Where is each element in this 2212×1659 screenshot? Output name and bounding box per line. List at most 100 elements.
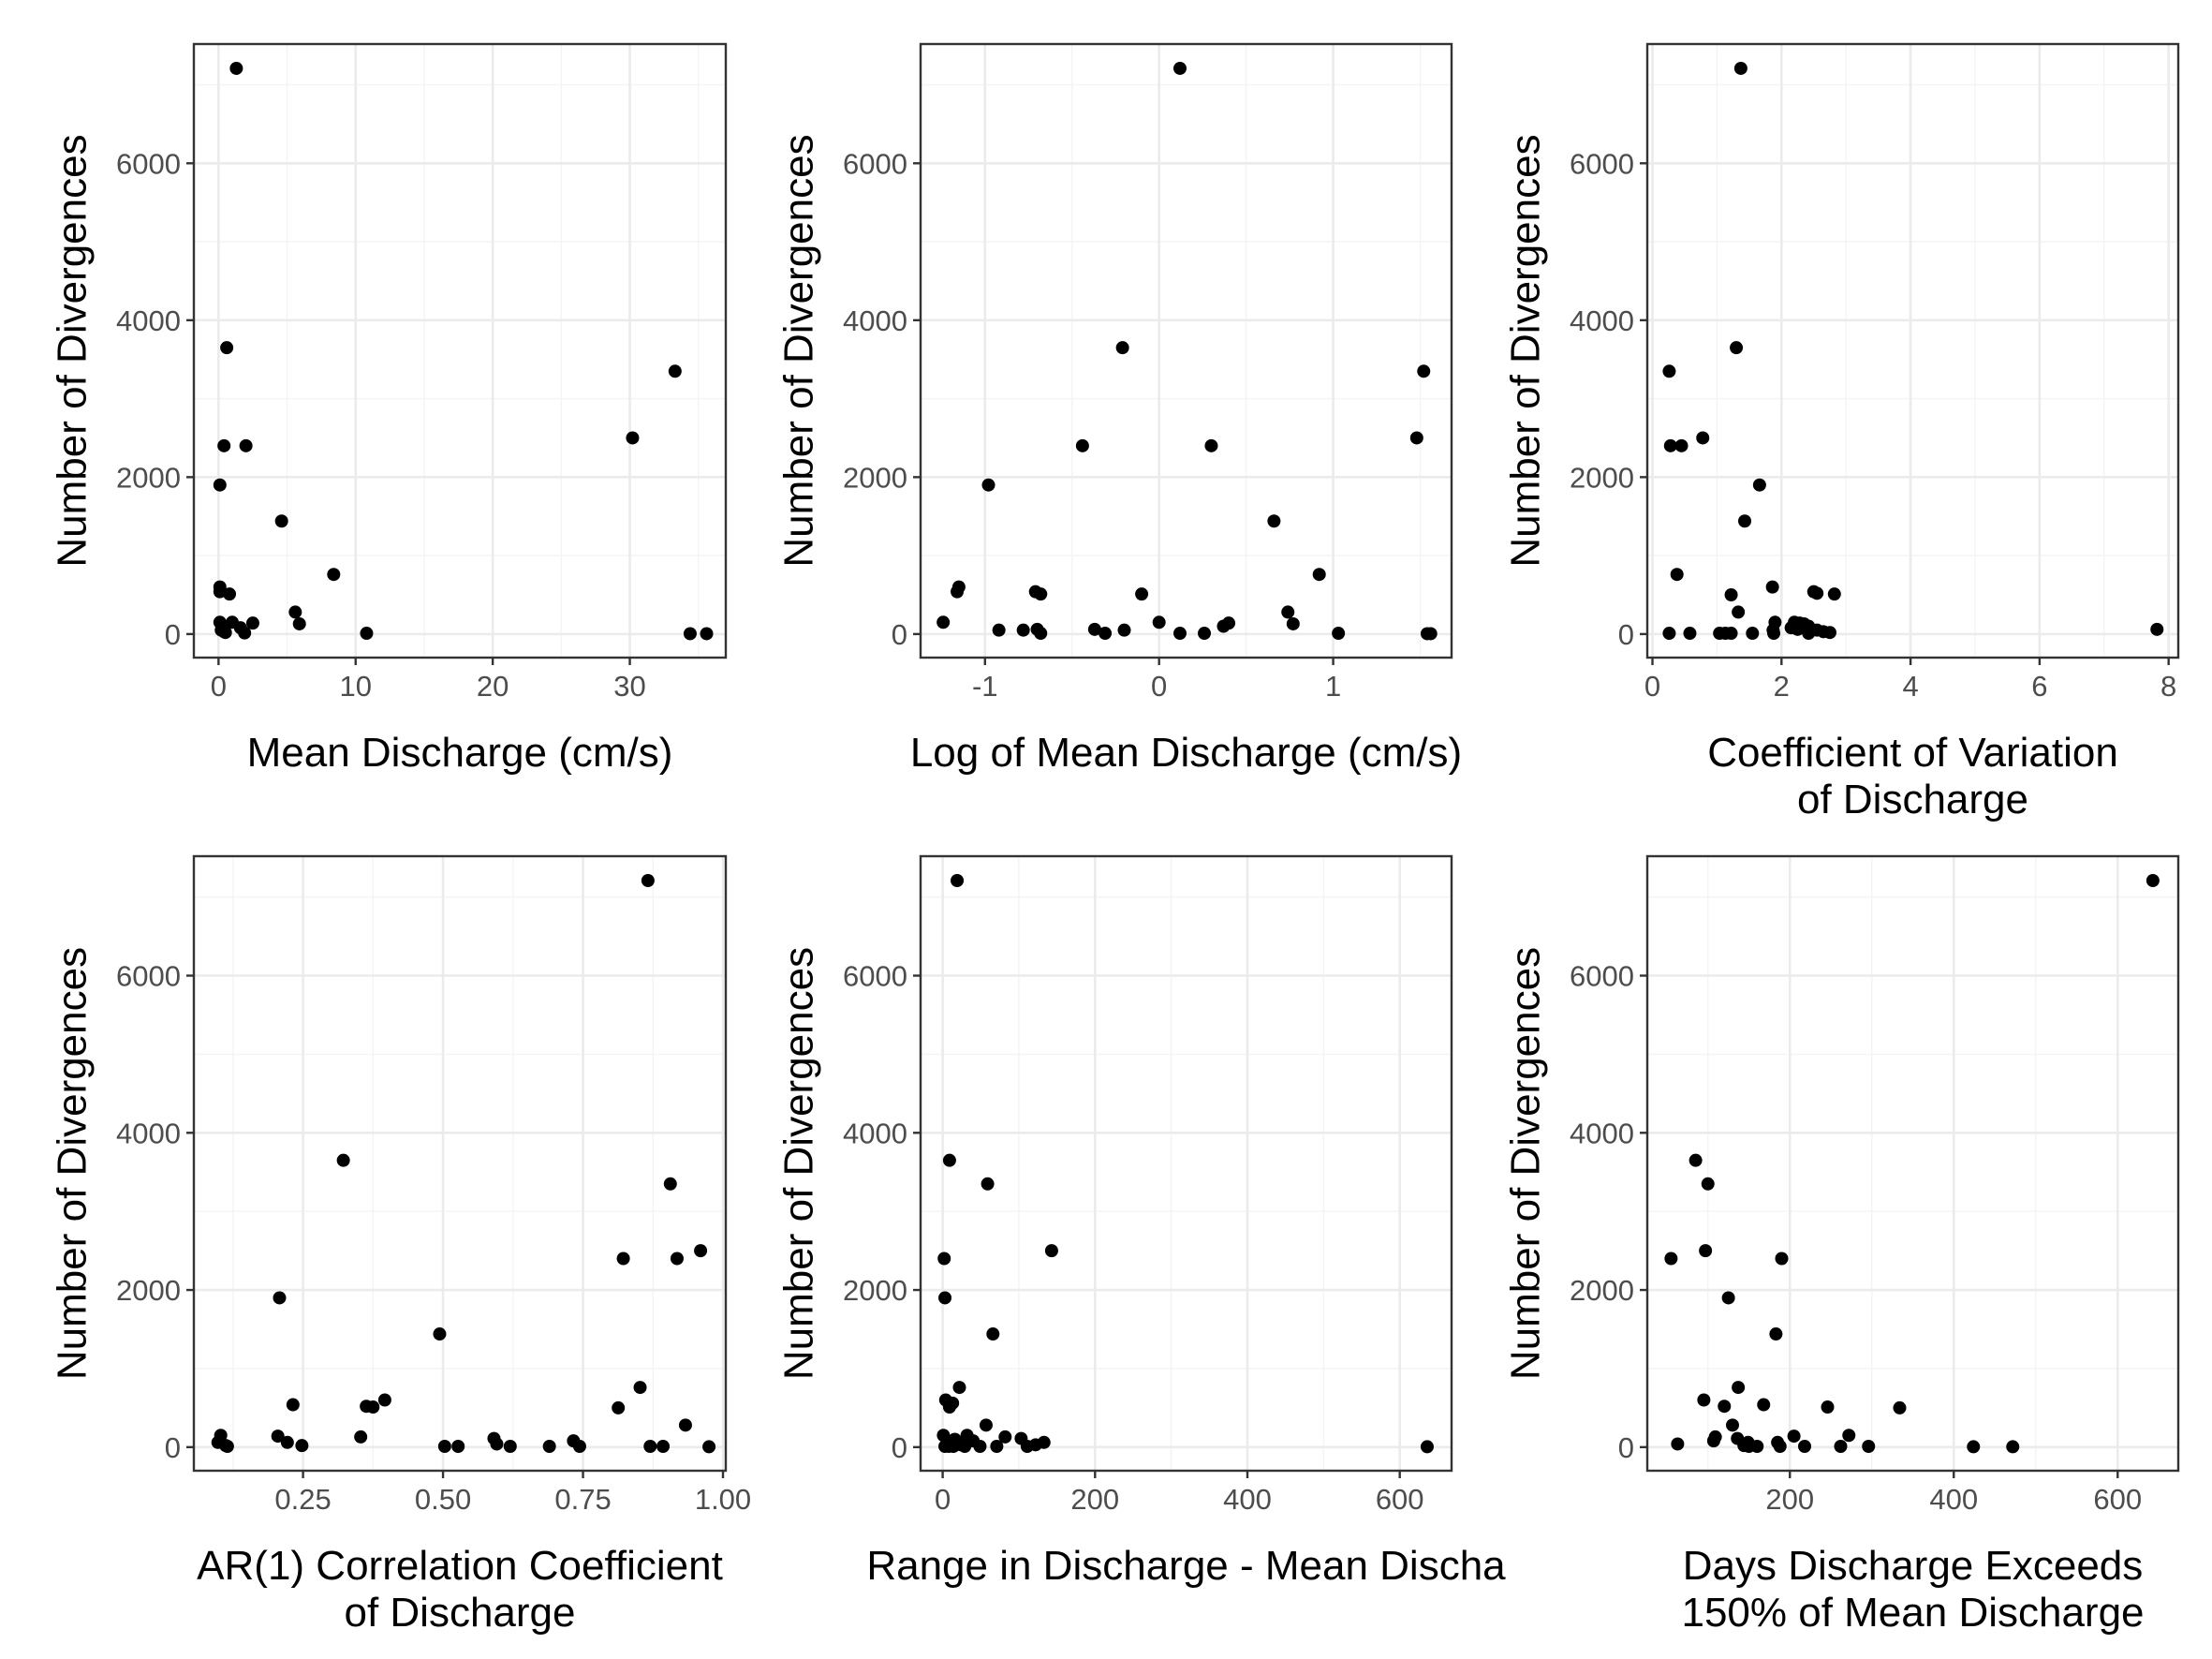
data-point	[2150, 622, 2164, 636]
y-tick-label: 2000	[1570, 461, 1634, 494]
data-point	[641, 874, 655, 888]
data-point	[2006, 1440, 2020, 1454]
x-tick-label: 200	[1070, 1483, 1119, 1516]
data-point	[633, 1381, 647, 1395]
panel-border	[1645, 854, 2180, 1473]
data-point	[1810, 586, 1824, 600]
data-point	[503, 1439, 517, 1453]
data-point	[271, 1429, 285, 1444]
data-point	[295, 1439, 309, 1453]
point-series	[936, 874, 1434, 1454]
point-series	[213, 61, 714, 641]
x-tick-label: 0	[211, 670, 227, 703]
data-point	[2146, 874, 2160, 888]
data-point	[1332, 627, 1346, 641]
data-point	[1732, 605, 1746, 619]
x-axis-label: Range in Discharge - Mean Discha	[866, 1543, 1506, 1589]
data-point	[223, 587, 237, 601]
data-point	[292, 616, 306, 630]
data-point	[1757, 1398, 1771, 1412]
data-point	[1821, 1400, 1835, 1415]
data-point	[1724, 587, 1738, 601]
data-point	[1417, 364, 1431, 378]
data-point	[1135, 587, 1149, 601]
x-tick-label: 0	[935, 1483, 951, 1516]
data-point	[1701, 1177, 1715, 1191]
data-point	[1733, 61, 1747, 75]
data-point	[1827, 587, 1841, 601]
data-point	[1732, 1381, 1746, 1395]
data-point	[336, 1153, 350, 1167]
data-point	[1670, 568, 1684, 582]
data-point	[274, 514, 288, 528]
x-tick-label: 2	[1774, 670, 1790, 703]
x-tick-label: 0.25	[274, 1483, 331, 1516]
data-point	[437, 1439, 451, 1453]
scatter-panel-1: 0 10 20 30 0 2000 4000 6000 Mean Discharge (cm/s…	[50, 42, 728, 776]
data-point	[1791, 622, 1805, 636]
data-point	[1115, 341, 1129, 355]
point-series	[936, 61, 1438, 641]
y-tick-label: 6000	[843, 147, 907, 180]
data-point	[1967, 1440, 1981, 1454]
data-point	[1409, 431, 1423, 445]
data-point	[1020, 1439, 1034, 1453]
y-tick-label: 4000	[843, 304, 907, 337]
y-tick-label: 4000	[1570, 1117, 1634, 1149]
data-point	[433, 1327, 447, 1341]
y-tick-label: 4000	[116, 1117, 181, 1149]
data-point	[1842, 1429, 1856, 1443]
data-point	[942, 1153, 956, 1167]
data-point	[1286, 616, 1300, 630]
y-tick-label: 0	[1618, 618, 1634, 651]
data-point	[1087, 622, 1101, 636]
y-tick-label: 6000	[1570, 960, 1634, 993]
data-point	[1075, 438, 1089, 452]
data-point	[1281, 605, 1295, 619]
data-point	[946, 1439, 960, 1453]
data-point	[998, 1429, 1012, 1444]
data-point	[938, 1291, 952, 1305]
data-point	[360, 627, 374, 641]
y-tick-label: 2000	[843, 1274, 907, 1307]
data-point	[1312, 568, 1326, 582]
data-point	[663, 1177, 677, 1191]
data-point	[1688, 1153, 1703, 1167]
data-point	[626, 431, 640, 445]
data-point	[1267, 514, 1281, 528]
data-point	[694, 1244, 708, 1258]
panel-border	[919, 42, 1453, 659]
x-axis-label: Log of Mean Discharge (cm/s)	[910, 730, 1462, 776]
x-axis-label: AR(1) Correlation Coefficient of Discharg…	[197, 1543, 723, 1636]
data-point	[280, 1435, 294, 1449]
x-tick-label: 20	[477, 670, 509, 703]
data-point	[951, 585, 965, 599]
y-axis-label: Number of Divergences	[776, 134, 822, 567]
data-point	[979, 1418, 993, 1432]
data-point	[1663, 438, 1677, 452]
x-tick-label: 10	[340, 670, 372, 703]
y-tick-label: 0	[165, 1431, 181, 1464]
x-tick-label: 6	[2031, 670, 2047, 703]
data-point	[612, 1400, 626, 1415]
data-point	[1862, 1439, 1876, 1453]
data-point	[958, 1439, 972, 1453]
y-tick-label: 0	[1618, 1431, 1634, 1464]
panel-background	[1647, 44, 2178, 658]
data-point	[1172, 627, 1187, 641]
y-tick-label: 6000	[116, 960, 181, 993]
data-point	[973, 1439, 987, 1453]
point-series	[1664, 874, 2160, 1454]
point-series	[1662, 61, 2164, 641]
data-point	[286, 1398, 300, 1412]
data-point	[986, 1327, 1000, 1341]
data-point	[218, 626, 232, 640]
data-point	[245, 616, 259, 630]
data-point	[1696, 431, 1710, 445]
y-tick-label: 6000	[843, 960, 907, 993]
data-point	[990, 1439, 1004, 1453]
scatter-panel-4: 0.25 0.50 0.75 1.00 0 2000 4000 6000 AR(1) Corre…	[50, 854, 751, 1636]
data-point	[1752, 478, 1766, 492]
data-point	[1420, 1440, 1434, 1454]
